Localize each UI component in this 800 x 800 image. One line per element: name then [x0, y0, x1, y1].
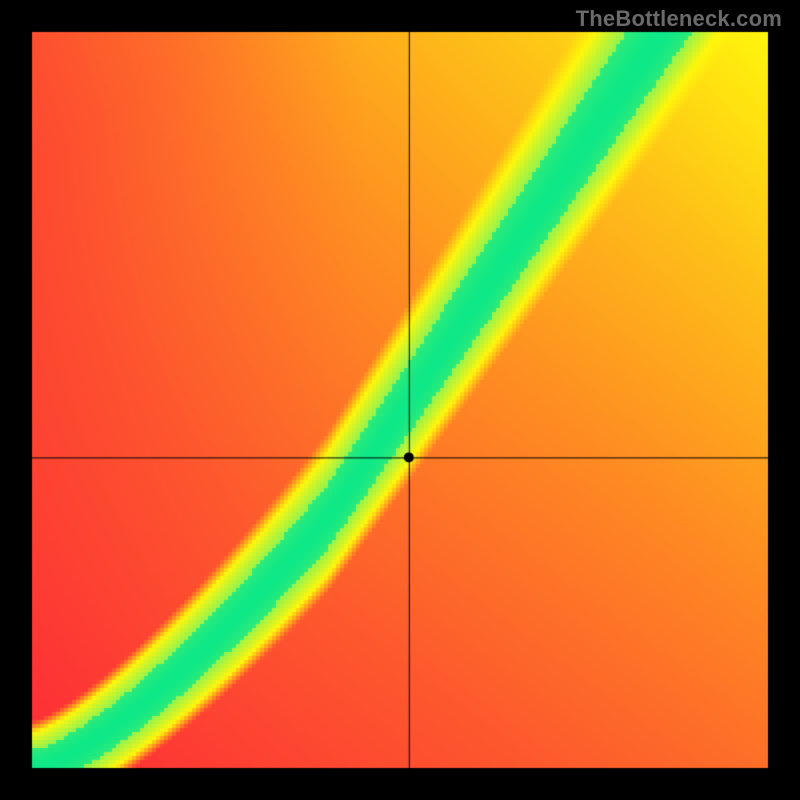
bottleneck-heatmap — [0, 0, 800, 800]
attribution-label: TheBottleneck.com — [576, 6, 782, 32]
chart-container: TheBottleneck.com — [0, 0, 800, 800]
